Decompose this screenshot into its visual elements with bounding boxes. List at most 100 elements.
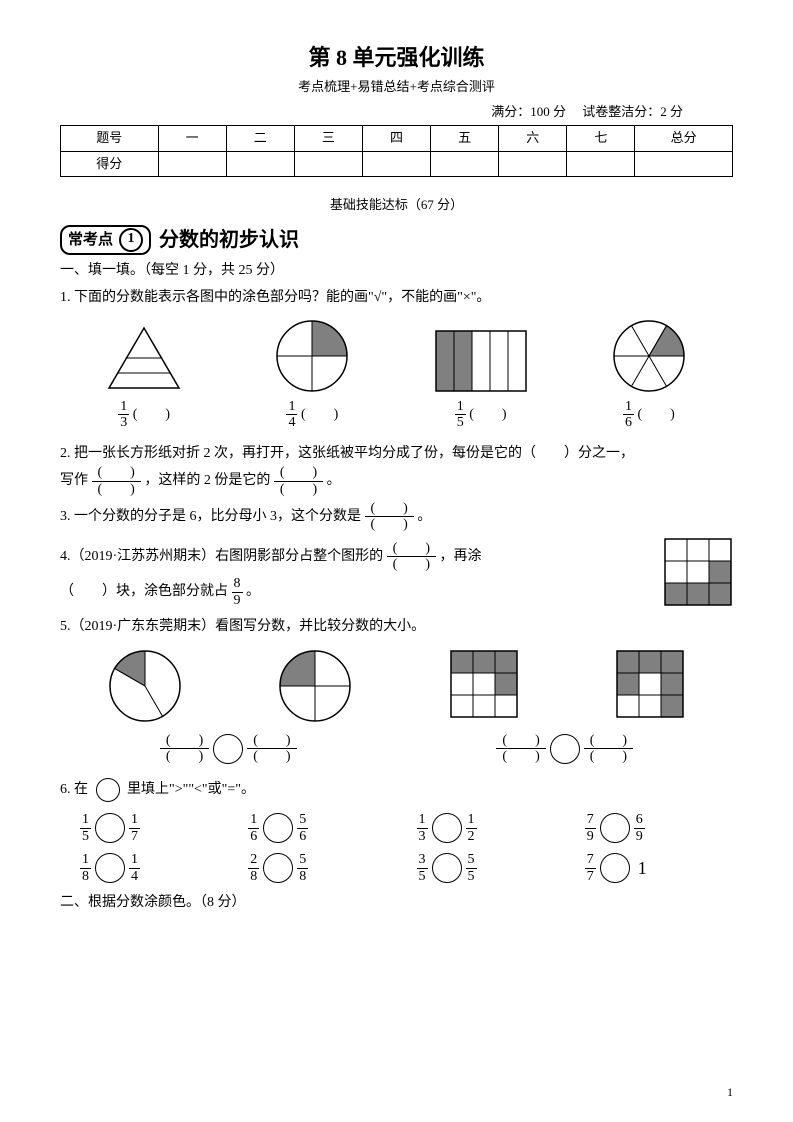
q6-item: 2858 — [228, 848, 396, 888]
cell — [431, 151, 499, 177]
compare-blank[interactable] — [600, 853, 630, 883]
fraction-blank[interactable]: ( )( ) — [365, 501, 414, 533]
cell: 五 — [431, 125, 499, 151]
circle-quarter-icon — [278, 649, 352, 723]
cell — [362, 151, 430, 177]
cell: 三 — [294, 125, 362, 151]
compare-blank[interactable] — [263, 853, 293, 883]
q4-grid — [663, 537, 733, 607]
section-heading: 基础技能达标（67 分） — [60, 195, 733, 216]
q1-frac-1: 13 ( ) — [69, 399, 219, 431]
score-info: 满分：100 分 试卷整洁分：2 分 — [60, 102, 733, 123]
fraction-blank[interactable]: ( )( ) — [496, 733, 545, 765]
section-1-heading: 一、填一填。（每空 1 分，共 25 分） — [60, 260, 733, 282]
q4-text-c: （ ）块，涂色部分就占 — [60, 585, 228, 600]
compare-blank[interactable] — [432, 853, 462, 883]
compare-blank[interactable] — [213, 734, 243, 764]
q6-grid: 1517165613127969181428583555771 — [60, 808, 733, 888]
cell: 得分 — [61, 151, 159, 177]
compare-blank[interactable] — [263, 813, 293, 843]
cell — [635, 151, 733, 177]
answer-blank[interactable]: ( ) — [301, 404, 338, 426]
q4-text-a: 4.（2019·江苏苏州期末）右图阴影部分占整个图形的 — [60, 549, 383, 564]
badge-num: 1 — [119, 228, 143, 252]
q5-figures — [60, 649, 733, 723]
q4-text-d: 。 — [246, 585, 260, 600]
fraction-blank[interactable]: ( )( ) — [274, 465, 323, 497]
cell: 二 — [226, 125, 294, 151]
tidy-score: 试卷整洁分：2 分 — [582, 104, 683, 119]
cell: 四 — [362, 125, 430, 151]
q5-fig-circle3 — [108, 649, 182, 723]
answer-blank[interactable]: ( ) — [469, 404, 506, 426]
compare-blank[interactable] — [432, 813, 462, 843]
circle-6slice-icon — [612, 319, 686, 393]
fraction-blank[interactable]: ( )( ) — [92, 465, 141, 497]
q2-text-d: 。 — [327, 473, 341, 488]
compare-blank[interactable] — [95, 813, 125, 843]
q1-frac-3: 15 ( ) — [406, 399, 556, 431]
cell: 题号 — [61, 125, 159, 151]
cell: 总分 — [635, 125, 733, 151]
q1-frac-4: 16 ( ) — [574, 399, 724, 431]
q4-text-b: ，再涂 — [440, 549, 482, 564]
fraction-blank[interactable]: ( )( ) — [387, 541, 436, 573]
q4-line2: （ ）块，涂色部分就占 89 。 — [60, 576, 653, 608]
grid-3x3-icon — [449, 649, 519, 719]
q6-item: 1517 — [60, 808, 228, 848]
circle-icon — [96, 778, 120, 802]
q3-text-a: 3. 一个分数的分子是 6，比分母小 3，这个分数是 — [60, 509, 361, 524]
q4-line1: 4.（2019·江苏苏州期末）右图阴影部分占整个图形的 ( )( ) ，再涂 — [60, 541, 653, 573]
q2: 2. 把一张长方形纸对折 2 次，再打开，这张纸被平均分成了份，每份是它的（ ）… — [60, 443, 733, 497]
answer-blank[interactable]: ( ) — [133, 404, 170, 426]
q1-text: 1. 下面的分数能表示各图中的涂色部分吗？能的画"√"，不能的画"×"。 — [60, 287, 733, 309]
q5-fig-circle4 — [278, 649, 352, 723]
page-subtitle: 考点梳理+易错总结+考点综合测评 — [60, 77, 733, 98]
compare-blank[interactable] — [600, 813, 630, 843]
cell — [294, 151, 362, 177]
compare-blank[interactable] — [95, 853, 125, 883]
rect-5col-icon — [434, 329, 528, 393]
cell — [158, 151, 226, 177]
q1-fractions: 13 ( ) 14 ( ) 15 ( ) 16 ( ) — [60, 399, 733, 431]
q2-text-c: ，这样的 2 份是它的 — [144, 473, 270, 488]
circle-quarter-icon — [275, 319, 349, 393]
q1-fig-circle6 — [574, 319, 724, 393]
q5-text: 5.（2019·广东东莞期末）看图写分数，并比较分数的大小。 — [60, 616, 733, 638]
badge-text: 常考点 — [68, 228, 113, 252]
q5-pair-1: ( )( ) ( )( ) — [73, 733, 383, 765]
table-row: 得分 — [61, 151, 733, 177]
denominator: 4 — [286, 415, 297, 430]
denominator: 6 — [623, 415, 634, 430]
topic-badge: 常考点 1 — [60, 225, 151, 255]
cell: 六 — [499, 125, 567, 151]
cell — [226, 151, 294, 177]
q1-frac-2: 14 ( ) — [237, 399, 387, 431]
q1-figures — [60, 319, 733, 393]
q6-item: 1814 — [60, 848, 228, 888]
topic-row: 常考点 1 分数的初步认识 — [60, 224, 733, 256]
q6-item: 771 — [565, 848, 733, 888]
full-score: 满分：100 分 — [491, 104, 566, 119]
numerator: 1 — [286, 399, 297, 415]
numerator: 8 — [232, 576, 243, 592]
fraction-blank[interactable]: ( )( ) — [584, 733, 633, 765]
q1-fig-rect — [406, 329, 556, 393]
answer-blank[interactable]: ( ) — [637, 404, 674, 426]
numerator: 1 — [623, 399, 634, 415]
q5-fig-grid-b — [615, 649, 685, 723]
topic-title: 分数的初步认识 — [159, 224, 299, 256]
section-2-heading: 二、根据分数涂颜色。（8 分） — [60, 892, 733, 914]
page-title: 第 8 单元强化训练 — [60, 40, 733, 75]
triangle-icon — [104, 323, 184, 393]
fraction-blank[interactable]: ( )( ) — [247, 733, 296, 765]
page-number: 1 — [727, 1083, 733, 1102]
compare-blank[interactable] — [550, 734, 580, 764]
grid-3x3-icon — [615, 649, 685, 719]
cell — [499, 151, 567, 177]
q6-item: 7969 — [565, 808, 733, 848]
fraction-blank[interactable]: ( )( ) — [160, 733, 209, 765]
q5-pair-2: ( )( ) ( )( ) — [410, 733, 720, 765]
score-table: 题号 一 二 三 四 五 六 七 总分 得分 — [60, 125, 733, 178]
q4: 4.（2019·江苏苏州期末）右图阴影部分占整个图形的 ( )( ) ，再涂 （… — [60, 537, 733, 613]
